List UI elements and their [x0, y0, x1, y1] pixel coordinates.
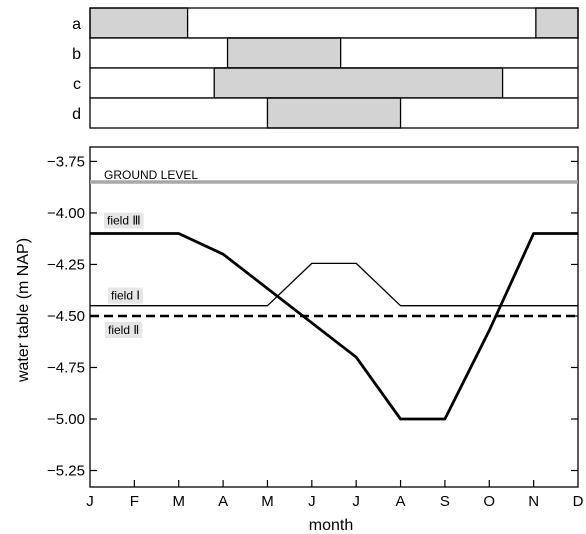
period-span-d-0	[266, 97, 402, 129]
series-line-3	[90, 232, 578, 421]
x-axis-title: month	[309, 517, 353, 534]
period-label-d: d	[72, 106, 81, 123]
period-span-b-0	[226, 37, 342, 69]
series-label-3-bg	[104, 212, 144, 229]
y-tick-label: −3.75	[47, 153, 85, 170]
y-axis-title: water table (m NAP)	[15, 238, 32, 383]
period-row-frame	[89, 97, 579, 129]
period-span-c-0	[213, 67, 504, 99]
series-label-1: field Ⅰ	[111, 289, 140, 303]
period-span-a-0	[89, 7, 189, 39]
x-tick-label: D	[573, 493, 584, 510]
ground-level-label: GROUND LEVEL	[104, 168, 198, 182]
x-tick-label: A	[396, 493, 406, 510]
x-tick-label: M	[261, 493, 274, 510]
series-label-1-bg	[108, 287, 143, 304]
x-tick-label: S	[440, 493, 450, 510]
plot-area: −3.75−4.00−4.25−4.50−4.75−5.00−5.25J F M A M…	[47, 146, 584, 510]
x-tick-label: J	[352, 493, 360, 510]
y-tick-label: −4.00	[47, 205, 85, 222]
x-tick-label: J	[86, 493, 94, 510]
y-tick-label: −5.00	[47, 411, 85, 428]
series-label-2: field Ⅱ	[108, 323, 139, 337]
x-tick-label: J	[308, 493, 316, 510]
series-label-3: field Ⅲ	[107, 214, 141, 228]
x-tick-label: N	[528, 493, 539, 510]
x-tick-label: F	[130, 493, 139, 510]
x-tick-label: O	[483, 493, 495, 510]
period-span-a-1	[535, 7, 579, 39]
x-tick-label: M	[172, 493, 185, 510]
y-tick-label: −5.25	[47, 463, 85, 480]
y-tick-label: −4.50	[47, 308, 85, 325]
series-label-2-bg	[105, 321, 143, 338]
period-label-a: a	[72, 16, 81, 33]
period-label-b: b	[72, 46, 81, 63]
period-label-c: c	[73, 76, 81, 93]
x-tick-label: A	[218, 493, 228, 510]
series-line-1	[90, 262, 578, 307]
y-tick-label: −4.25	[47, 256, 85, 273]
y-tick-label: −4.75	[47, 359, 85, 376]
